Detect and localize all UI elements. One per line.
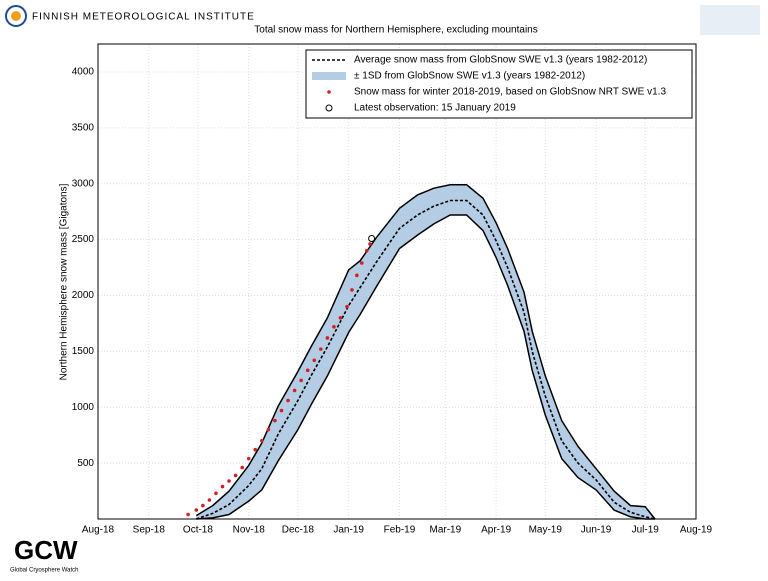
y-tick-label: 1500 [72,346,95,357]
legend-label: Snow mass for winter 2018-2019, based on… [354,87,666,98]
x-tick-label: Jun-19 [581,525,612,536]
x-tick-label: Feb-19 [384,525,416,536]
observation-dot [355,273,359,278]
observation-dot [220,484,225,489]
observation-dot [227,479,231,483]
fmi-name: FINNISH METEOROLOGICAL INSTITUTE [32,12,255,23]
observation-dot [312,358,317,363]
observation-dot [319,347,323,351]
observation-dot [201,503,205,508]
observation-dot [305,368,310,373]
plot-frame [97,43,697,520]
legend-label: ± 1SD from GlobSnow SWE v1.3 (years 1982… [354,71,585,82]
y-tick-label: 3000 [72,178,95,189]
legend-key [327,90,331,94]
x-tick-label: May-19 [529,525,563,536]
y-tick-label: 2500 [72,234,95,245]
x-tick-label: Apr-19 [481,525,511,536]
legend-label: Average snow mass from GlobSnow SWE v1.3… [354,55,647,66]
mean-line [196,199,656,520]
observation-dot [350,288,354,292]
y-tick-label: 4000 [72,67,95,78]
observation-dot [345,304,349,309]
y-tick-label: 1000 [72,402,95,413]
y-tick-label: 3500 [72,122,95,133]
x-tick-label: Sep-18 [133,525,166,536]
x-tick-label: Aug-18 [82,525,115,536]
legend-label: Latest observation: 15 January 2019 [354,103,516,114]
observation-dot [214,491,218,496]
sd-lower-line [196,214,655,520]
observation-dot [186,512,190,517]
gcw-logo: GCW [14,535,78,565]
observation-dot [246,456,251,461]
observation-dot [266,427,271,432]
legend-key [312,72,346,80]
observation-dot [286,398,290,403]
gcw-subtitle: Global Cryosphere Watch [10,568,78,574]
observation-dot [332,324,336,329]
observation-dot [299,378,303,383]
x-tick-label: Mar-19 [429,525,461,536]
y-tick-label: 500 [77,458,94,469]
observation-dot [359,261,364,265]
fmi-logo [5,5,27,27]
x-tick-label: Dec-18 [282,525,315,536]
observation-dot [207,498,212,502]
latest-observation [368,234,376,242]
y-tick-label: 2000 [72,290,95,301]
x-tick-label: Jul-19 [632,525,660,536]
x-tick-label: Aug-19 [680,525,713,536]
observation-dot [325,336,330,340]
sd-upper-line [195,184,656,520]
observation-dot [364,248,369,253]
chart-title: Total snow mass for Northern Hemisphere,… [254,25,537,36]
x-tick-label: Jan-19 [333,525,364,536]
observation-dot [260,438,264,443]
legend-key [325,104,333,112]
observation-dot [240,465,244,470]
y-axis-label: Northern Hemisphere snow mass [Gigatons] [59,183,70,380]
observation-dot [338,316,343,320]
observation-dot [279,408,284,413]
observation-dot [273,418,277,423]
observation-dot [292,388,297,393]
x-tick-label: Oct-18 [183,525,213,536]
x-tick-label: Nov-18 [233,525,266,536]
observation-dot [194,508,199,512]
observation-dot [253,447,258,452]
observation-dot [368,242,372,246]
legend-box [305,49,693,119]
fmi-logo-dot [11,11,21,21]
globsnow-logo [700,5,760,35]
observation-dot [233,473,238,478]
